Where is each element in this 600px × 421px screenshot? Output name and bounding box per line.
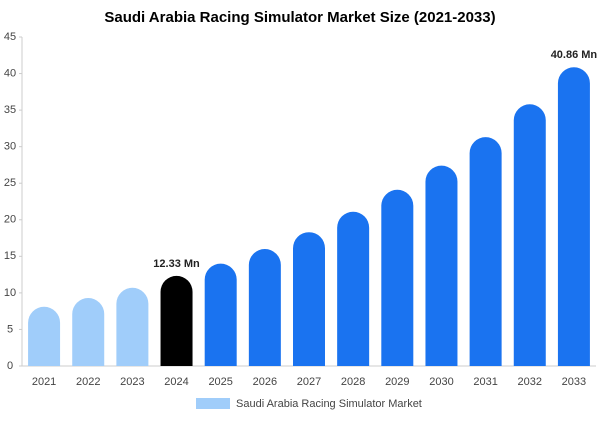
bar (557, 67, 590, 366)
bar (381, 189, 414, 366)
x-tick-label: 2029 (385, 376, 409, 388)
x-tick-label: 2024 (164, 376, 188, 388)
y-tick-label: 20 (4, 214, 16, 226)
x-tick-label: 2028 (341, 376, 365, 388)
x-tick-label: 2030 (429, 376, 453, 388)
bar (425, 165, 458, 366)
bar (160, 275, 193, 366)
x-tick-label: 2033 (562, 376, 586, 388)
chart-title: Saudi Arabia Racing Simulator Market Siz… (104, 9, 495, 26)
bar (293, 232, 325, 366)
x-tick-label: 2025 (208, 376, 232, 388)
x-tick-label: 2032 (518, 376, 542, 388)
bar (248, 249, 281, 366)
x-tick-label: 2022 (76, 376, 100, 388)
bar (116, 287, 149, 366)
bar (469, 137, 502, 366)
value-label: 40.86 Mn (551, 49, 598, 61)
y-tick-label: 35 (4, 104, 16, 116)
bar (28, 306, 61, 366)
legend-swatch (196, 398, 230, 409)
y-tick-label: 15 (4, 250, 16, 262)
x-tick-label: 2031 (473, 376, 497, 388)
x-tick-label: 2026 (253, 376, 277, 388)
bar (337, 211, 370, 366)
x-tick-label: 2023 (120, 376, 144, 388)
x-tick-label: 2021 (32, 376, 56, 388)
legend-label: Saudi Arabia Racing Simulator Market (236, 398, 422, 410)
bar (204, 263, 237, 366)
y-tick-label: 45 (4, 31, 16, 43)
value-label: 12.33 Mn (153, 258, 200, 270)
y-tick-label: 40 (4, 67, 16, 79)
bar (72, 298, 105, 366)
y-tick-label: 25 (4, 177, 16, 189)
x-tick-label: 2027 (297, 376, 321, 388)
y-tick-label: 10 (4, 287, 16, 299)
y-tick-label: 0 (7, 360, 13, 372)
y-tick-label: 30 (4, 141, 16, 153)
y-tick-label: 5 (7, 323, 13, 335)
bar (513, 104, 546, 367)
